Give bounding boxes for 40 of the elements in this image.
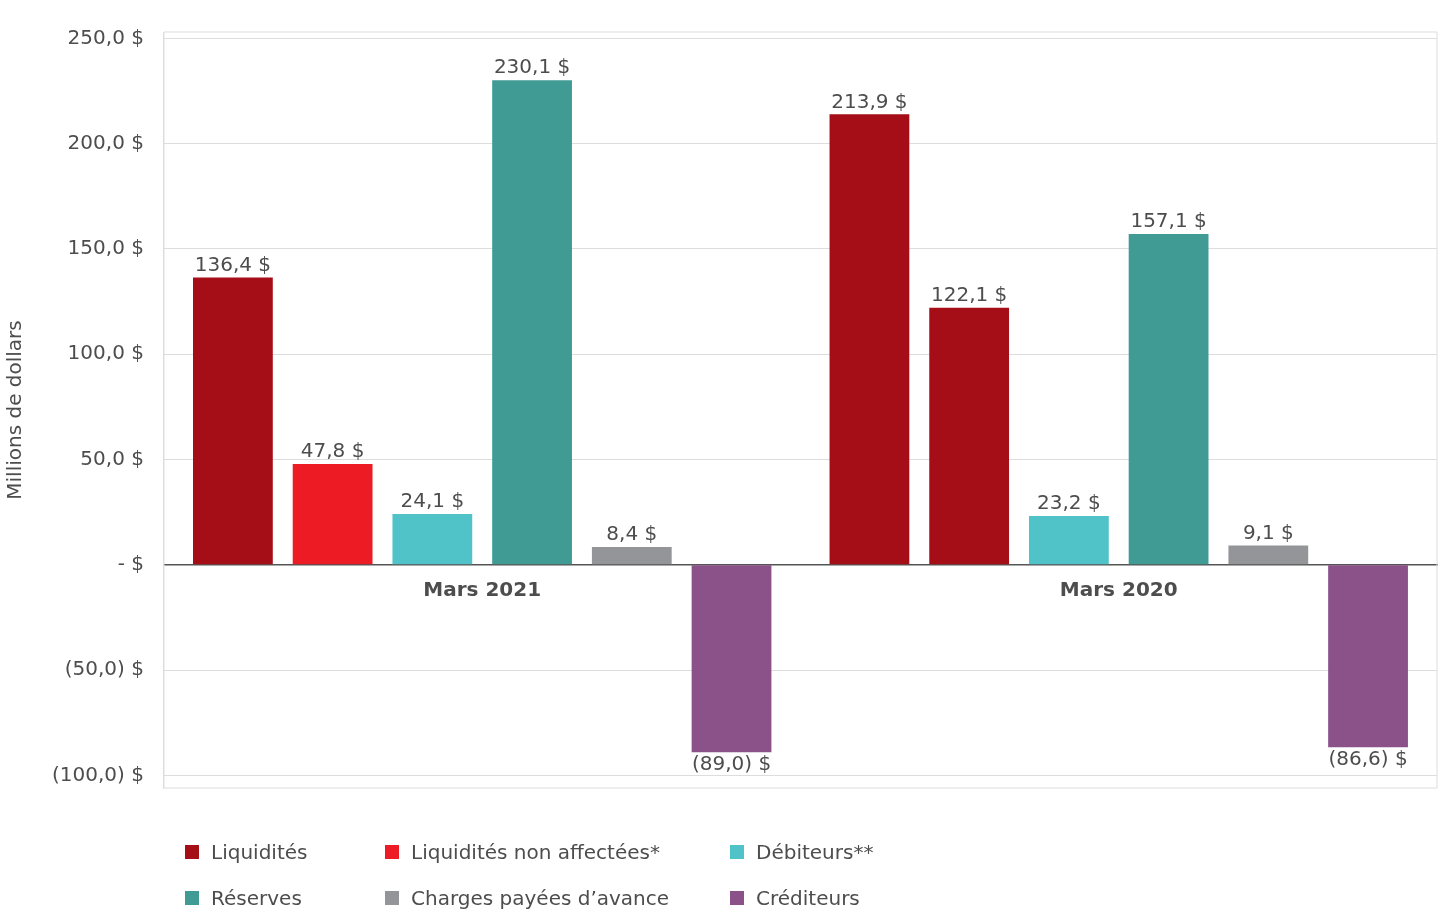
bar xyxy=(1128,233,1209,565)
y-tick-label: 100,0 $ xyxy=(67,340,144,365)
y-tick-label: 200,0 $ xyxy=(67,129,144,154)
bar xyxy=(1228,545,1309,565)
data-label: 9,1 $ xyxy=(1242,519,1294,544)
data-label: 122,1 $ xyxy=(930,281,1008,306)
legend-label: Créditeurs xyxy=(756,886,860,910)
legend-label: Charges payées d’avance xyxy=(411,886,670,910)
y-tick-label: (50,0) $ xyxy=(64,656,144,681)
data-label: 47,8 $ xyxy=(300,438,365,463)
data-label: 213,9 $ xyxy=(831,88,908,113)
bar xyxy=(392,514,473,565)
data-label: 136,4 $ xyxy=(194,251,272,276)
bar xyxy=(1328,565,1408,748)
bar xyxy=(193,277,273,565)
data-label: 230,1 $ xyxy=(493,54,571,79)
legend-label: Liquidités xyxy=(211,840,308,864)
legend-label: Réserves xyxy=(211,886,302,910)
data-label: (89,0) $ xyxy=(691,751,772,776)
legend-label: Débiteurs** xyxy=(756,840,874,864)
bar xyxy=(1028,515,1109,565)
y-tick-label: 150,0 $ xyxy=(67,235,144,260)
bar xyxy=(292,464,373,565)
x-tick-label: Mars 2020 xyxy=(1059,576,1178,601)
data-label: 23,2 $ xyxy=(1037,490,1101,515)
bar xyxy=(829,114,910,565)
y-tick-label: (100,0) $ xyxy=(51,761,144,786)
y-tick-label: 250,0 $ xyxy=(67,24,144,49)
y-axis-title: Millions de dollars xyxy=(2,320,27,500)
data-label: 157,1 $ xyxy=(1130,208,1207,233)
data-label: (86,6) $ xyxy=(1328,746,1408,771)
legend-label: Liquidités non affectées* xyxy=(411,840,660,864)
y-tick-label: - $ xyxy=(117,550,144,575)
x-tick-label: Mars 2021 xyxy=(423,576,542,601)
data-label: 8,4 $ xyxy=(606,521,658,546)
y-tick-label: 50,0 $ xyxy=(80,445,144,470)
bar xyxy=(691,565,772,753)
data-label: 24,1 $ xyxy=(400,488,465,513)
bar xyxy=(492,80,572,565)
bar xyxy=(591,547,672,565)
